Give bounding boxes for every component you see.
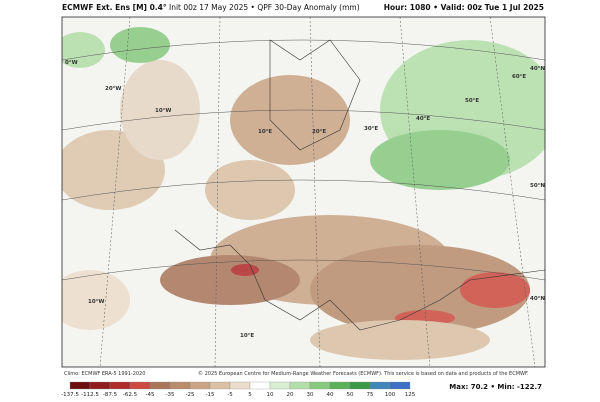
map-label: 50°N xyxy=(530,183,545,189)
colorbar-label: -35 xyxy=(166,392,175,398)
valid-time: Hour: 1080 • Valid: 00z Tue 1 Jul 2025 xyxy=(383,3,544,12)
colorbar-swatch xyxy=(169,381,191,390)
map-label: 10°W xyxy=(88,299,104,305)
colorbar-swatch xyxy=(249,381,271,390)
colorbar-label: 5 xyxy=(248,392,252,398)
colorbar-swatch xyxy=(289,381,311,390)
colorbar-swatch xyxy=(329,381,351,390)
colorbar-swatch xyxy=(149,381,171,390)
colorbar-label: 125 xyxy=(405,392,416,398)
coastline xyxy=(269,39,361,151)
colorbar-label: 40 xyxy=(327,392,334,398)
colorbar-label: -62.5 xyxy=(123,392,138,398)
colorbar-swatch xyxy=(269,381,291,390)
map-label: 10°E xyxy=(258,129,272,135)
header-left: ECMWF Ext. Ens [M] 0.4° Init 00z 17 May … xyxy=(62,3,360,12)
colorbar-swatch xyxy=(309,381,331,390)
colorbar-swatch xyxy=(69,381,91,390)
map-label: 30°E xyxy=(364,126,378,132)
colorbar-swatch xyxy=(389,381,411,390)
colorbar-label: 30 xyxy=(307,392,314,398)
colorbar-label: -25 xyxy=(186,392,195,398)
colorbar-label: 75 xyxy=(367,392,374,398)
map-label: 40°E xyxy=(416,116,430,122)
map-label: 20°E xyxy=(312,129,326,135)
colorbar-label: -112.5 xyxy=(81,392,99,398)
extremes: Max: 70.2 • Min: -122.7 xyxy=(449,383,542,391)
colorbar-label: 100 xyxy=(385,392,396,398)
colorbar-label: 20 xyxy=(287,392,294,398)
map-label: 0°W xyxy=(65,60,78,66)
map-label: 40°N xyxy=(530,296,545,302)
colorbar-label: 50 xyxy=(347,392,354,398)
credit: © 2025 European Centre for Medium-Range … xyxy=(198,371,529,377)
map-label: 20°W xyxy=(105,86,121,92)
colorbar-swatch xyxy=(229,381,251,390)
map-label: 50°E xyxy=(465,98,479,104)
map-label: 10°E xyxy=(240,333,254,339)
colorbar-label: -137.5 xyxy=(61,392,79,398)
colorbar-label: -45 xyxy=(146,392,155,398)
climo: Climo: ECMWF ERA-5 1991-2020 xyxy=(64,371,146,377)
coastline xyxy=(174,229,545,331)
colorbar-label: -15 xyxy=(206,392,215,398)
colorbar-label: -5 xyxy=(227,392,233,398)
colorbar-swatch xyxy=(189,381,211,390)
colorbar-swatch xyxy=(349,381,371,390)
model-name: ECMWF Ext. Ens [M] 0.4° xyxy=(62,3,167,12)
anomaly-field xyxy=(62,27,545,360)
map-label: 60°E xyxy=(512,74,526,80)
colorbar-label: -87.5 xyxy=(103,392,118,398)
graticule xyxy=(62,17,545,367)
subtitle: Init 00z 17 May 2025 • QPF 30-Day Anomal… xyxy=(169,3,360,12)
map-label: 40°N xyxy=(530,66,545,72)
colorbar-swatch xyxy=(109,381,131,390)
colorbar-swatch xyxy=(369,381,391,390)
colorbar-swatch xyxy=(209,381,231,390)
colorbar-swatch xyxy=(129,381,151,390)
colorbar: -137.5 -112.5 -87.5 -62.5 -45 -35 -25 -15 -5 5 10 2… xyxy=(61,381,416,398)
colorbar-swatch xyxy=(89,381,111,390)
colorbar-label: 10 xyxy=(267,392,274,398)
map-frame xyxy=(61,16,546,368)
map-label: 10°W xyxy=(155,108,171,114)
